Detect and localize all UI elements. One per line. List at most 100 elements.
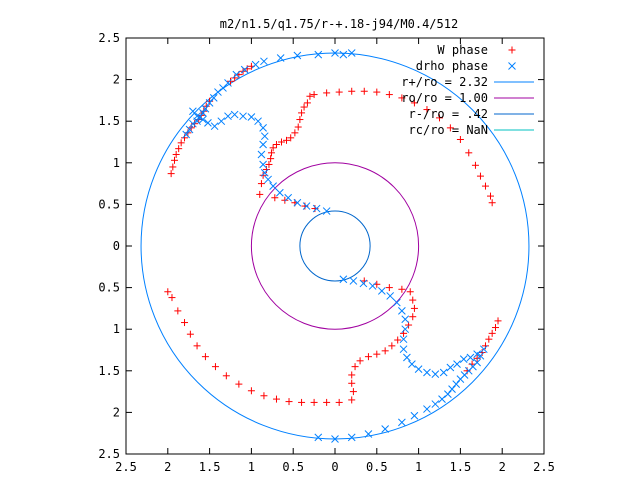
data-point bbox=[293, 198, 302, 207]
data-point bbox=[235, 380, 243, 388]
data-point bbox=[364, 430, 373, 438]
data-point bbox=[303, 99, 311, 107]
data-point bbox=[473, 350, 481, 359]
axis-ticks: 2.5 2 1.5 1 0.5 0 0.5 1 1.5 2 2.52.521.510.500.511… bbox=[98, 31, 555, 474]
data-point bbox=[398, 94, 406, 102]
data-point bbox=[302, 202, 311, 210]
data-point bbox=[259, 124, 267, 132]
data-point bbox=[281, 196, 289, 204]
data-point bbox=[300, 103, 308, 111]
data-point bbox=[481, 182, 489, 190]
data-point bbox=[247, 387, 255, 395]
data-point bbox=[185, 125, 194, 134]
x-tick-label: 1.5 bbox=[450, 460, 472, 474]
data-point bbox=[385, 284, 393, 292]
data-point bbox=[485, 335, 493, 343]
reference-circle bbox=[299, 210, 371, 282]
data-point bbox=[199, 115, 207, 124]
data-point bbox=[169, 163, 177, 171]
data-point bbox=[284, 193, 293, 202]
data-point bbox=[301, 202, 309, 210]
data-point bbox=[406, 288, 414, 296]
data-point bbox=[283, 136, 291, 144]
data-point bbox=[314, 50, 323, 59]
data-point bbox=[409, 313, 417, 321]
data-point bbox=[224, 112, 232, 121]
data-series bbox=[164, 49, 502, 443]
data-point bbox=[401, 315, 410, 324]
data-point bbox=[232, 70, 241, 79]
data-point bbox=[256, 190, 264, 198]
data-point bbox=[287, 134, 295, 142]
data-point bbox=[436, 114, 443, 122]
data-point bbox=[399, 345, 408, 354]
data-point bbox=[265, 160, 273, 168]
data-point bbox=[473, 354, 481, 362]
data-point bbox=[438, 395, 446, 403]
data-point bbox=[214, 88, 222, 96]
data-point bbox=[431, 400, 440, 408]
data-point bbox=[224, 79, 232, 87]
data-point bbox=[476, 172, 484, 180]
reference-circle bbox=[250, 162, 420, 330]
data-point bbox=[381, 425, 390, 433]
data-point bbox=[272, 395, 280, 403]
data-point bbox=[452, 380, 461, 388]
data-point bbox=[251, 60, 260, 69]
data-point bbox=[348, 87, 356, 95]
data-point bbox=[322, 207, 331, 215]
data-point bbox=[431, 370, 440, 378]
data-point bbox=[285, 398, 293, 406]
data-point bbox=[189, 119, 197, 128]
data-point bbox=[311, 205, 319, 213]
x-tick-label: 1 bbox=[415, 460, 422, 474]
data-point bbox=[222, 372, 230, 380]
data-point bbox=[339, 50, 348, 59]
data-point bbox=[201, 104, 210, 113]
data-point bbox=[206, 97, 214, 105]
data-point bbox=[209, 94, 218, 102]
data-point bbox=[492, 324, 500, 332]
data-point bbox=[446, 363, 455, 372]
data-point bbox=[399, 335, 408, 344]
data-point bbox=[205, 99, 214, 107]
x-tick-label: 1 bbox=[248, 460, 255, 474]
data-point bbox=[465, 149, 473, 157]
data-point bbox=[459, 355, 468, 364]
y-tick-label: 1 bbox=[113, 156, 120, 170]
data-point bbox=[488, 199, 496, 207]
data-point bbox=[230, 110, 239, 119]
data-point bbox=[456, 136, 464, 144]
data-point bbox=[335, 398, 343, 406]
data-point bbox=[393, 298, 401, 307]
y-tick-label: 1 bbox=[113, 322, 120, 336]
data-point bbox=[240, 65, 249, 74]
data-point bbox=[360, 277, 368, 285]
data-point bbox=[486, 192, 494, 200]
data-point bbox=[348, 371, 356, 379]
data-point bbox=[259, 160, 267, 169]
data-point bbox=[453, 360, 461, 368]
data-point bbox=[254, 117, 262, 126]
data-point bbox=[260, 392, 268, 400]
data-point bbox=[439, 368, 448, 377]
data-point bbox=[423, 368, 431, 377]
data-point bbox=[211, 363, 219, 371]
data-point bbox=[275, 188, 284, 197]
data-point bbox=[193, 342, 201, 350]
data-point bbox=[331, 49, 339, 57]
data-point bbox=[410, 411, 419, 420]
data-point bbox=[296, 116, 304, 124]
x-tick-label: 2.5 bbox=[115, 460, 137, 474]
legend-label: rc/ro = NaN bbox=[409, 123, 488, 137]
y-tick-label: 0.5 bbox=[98, 281, 120, 295]
x-tick-label: 0 bbox=[331, 460, 338, 474]
x-tick-label: 1.5 bbox=[199, 460, 221, 474]
data-point bbox=[471, 161, 479, 169]
data-point bbox=[381, 347, 389, 355]
x-tick-label: 2 bbox=[499, 460, 506, 474]
data-point bbox=[181, 319, 189, 327]
legend-label: r+/ro = 2.32 bbox=[401, 75, 488, 89]
data-point bbox=[210, 122, 219, 131]
